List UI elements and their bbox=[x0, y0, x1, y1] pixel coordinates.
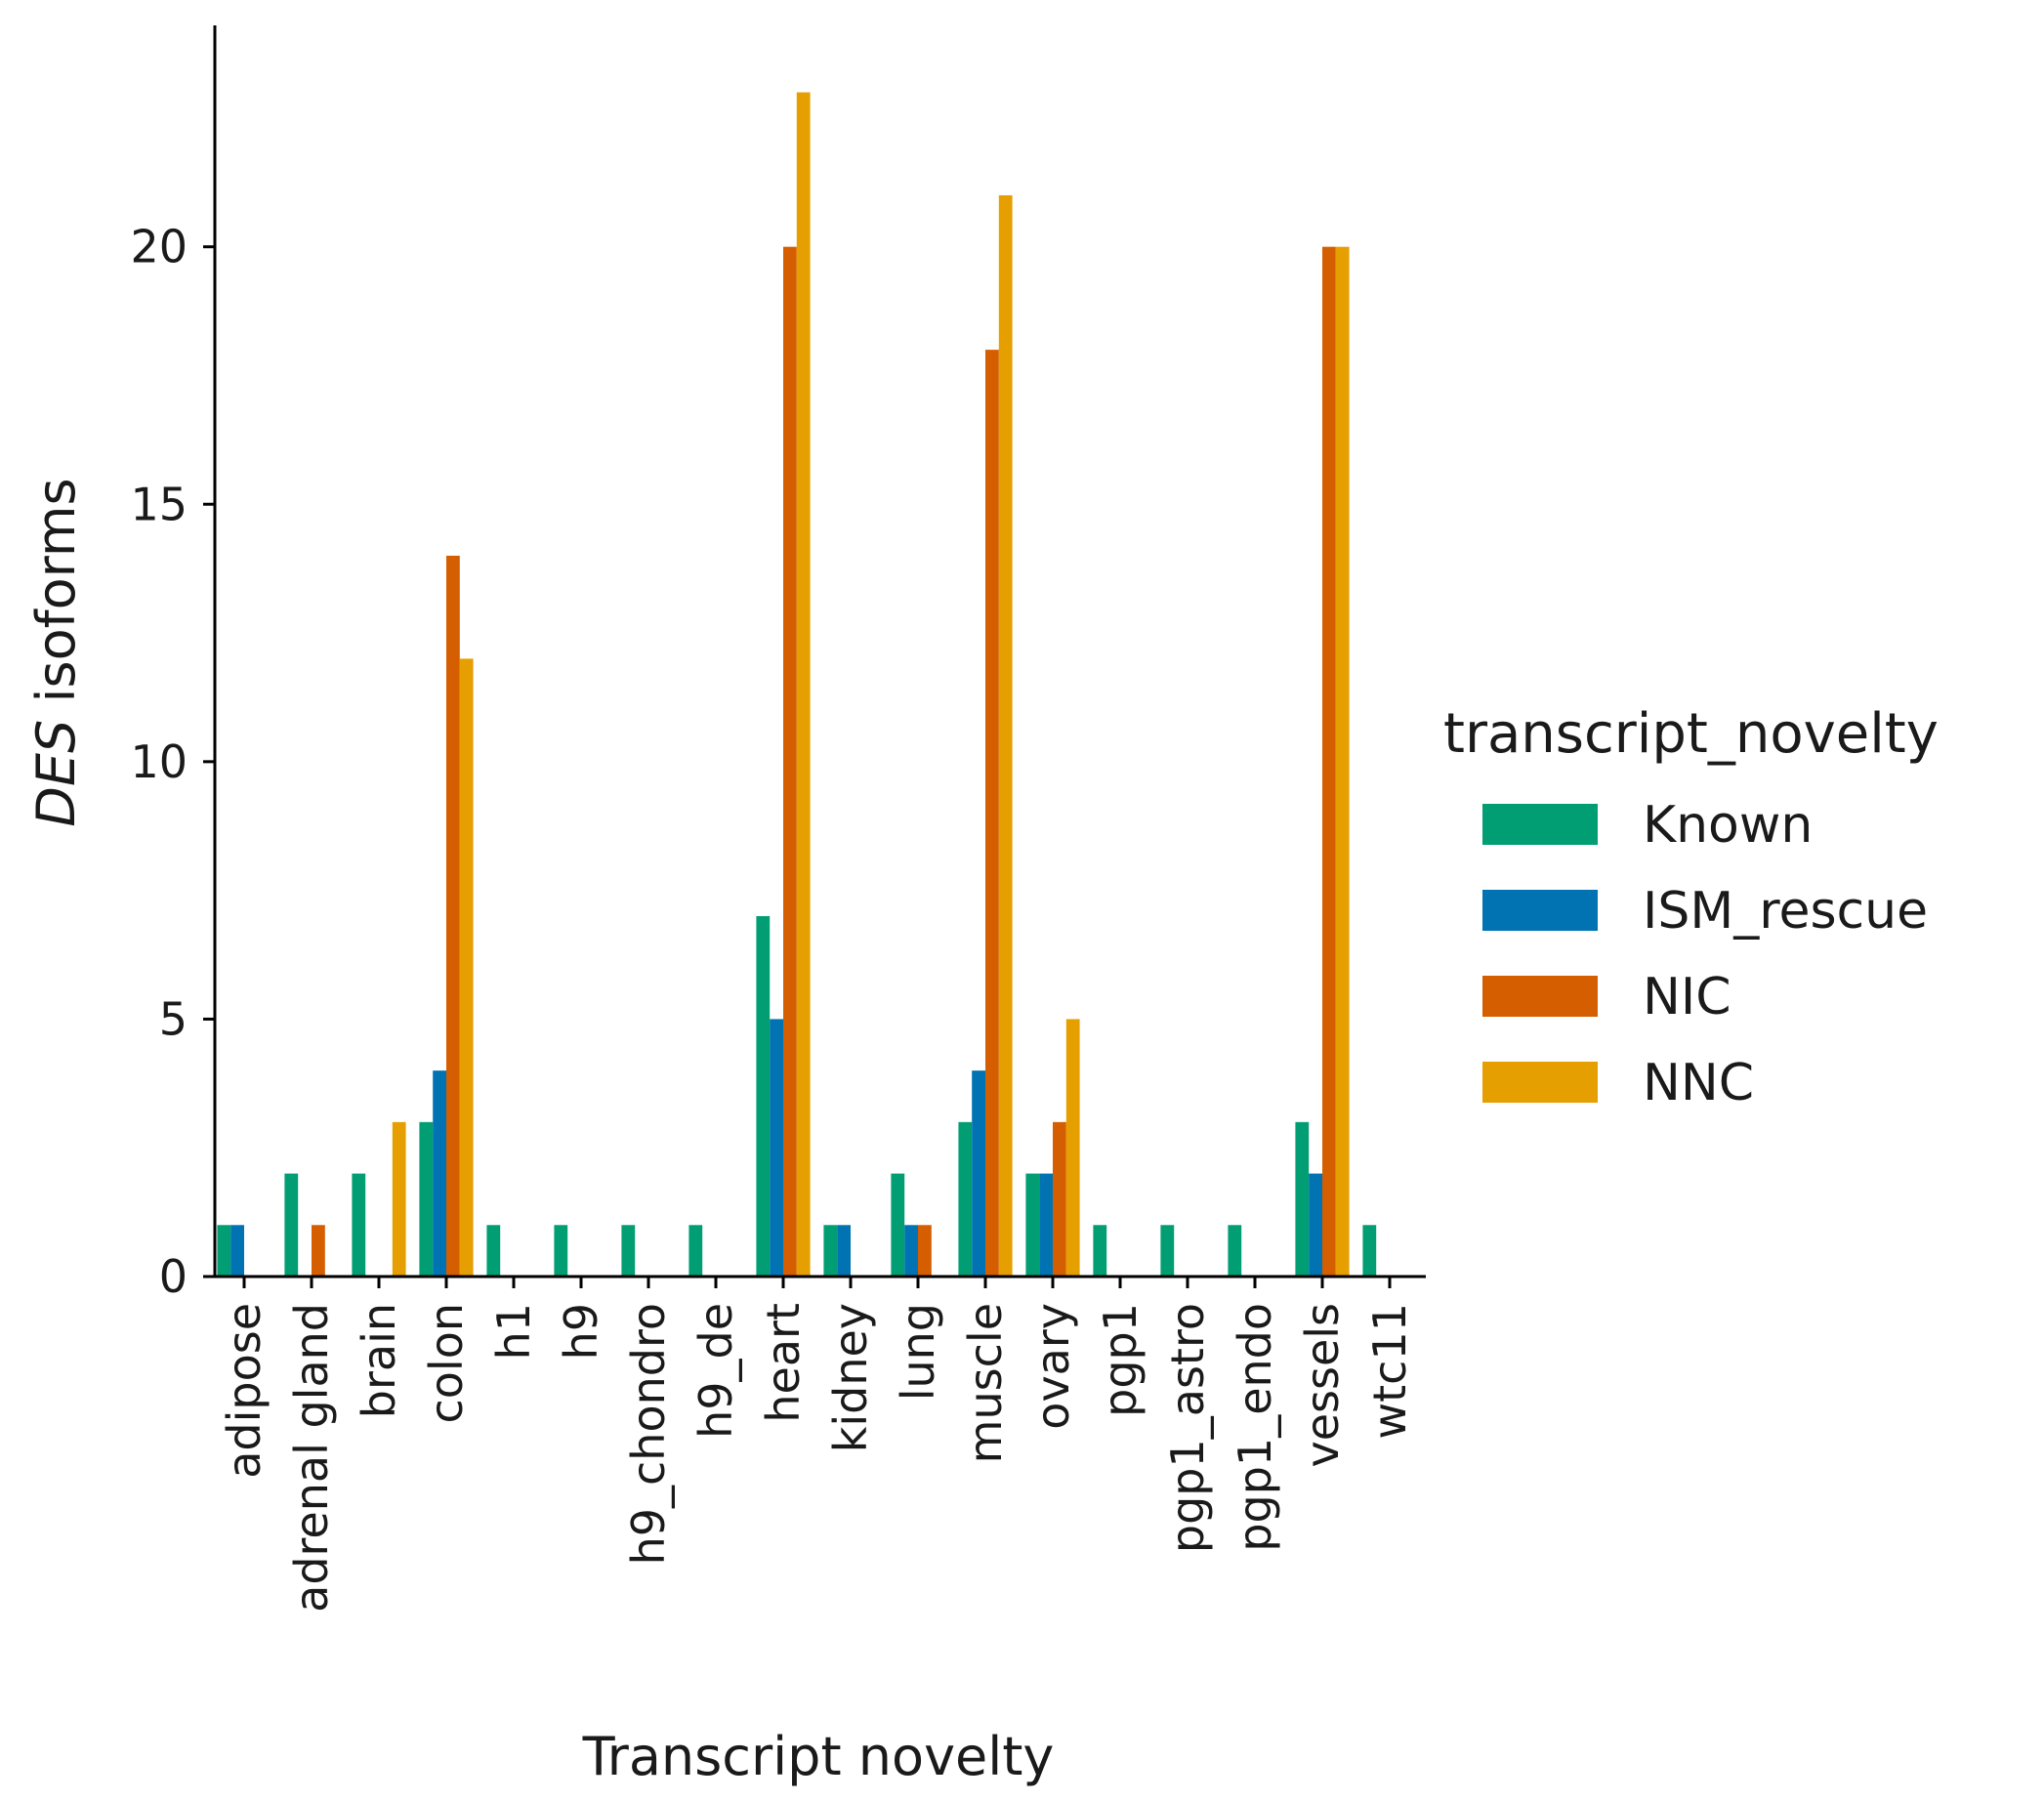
bar-muscle-nic bbox=[985, 350, 999, 1277]
x-tick-label-pgp1: pgp1 bbox=[1094, 1303, 1147, 1417]
bar-heart-nic bbox=[783, 246, 797, 1278]
bar-h9-de-known bbox=[688, 1225, 703, 1277]
y-tick-label-10: 10 bbox=[130, 735, 188, 788]
x-tick-label-adipose: adipose bbox=[218, 1303, 271, 1479]
x-tick-label-h9-de: h9_de bbox=[689, 1303, 742, 1439]
legend-label-nic: NIC bbox=[1643, 968, 1731, 1027]
y-tick-label-0: 0 bbox=[159, 1250, 188, 1303]
bar-kidney-known bbox=[823, 1225, 838, 1277]
legend-label-nnc: NNC bbox=[1643, 1054, 1754, 1112]
legend-label-known: Known bbox=[1643, 796, 1813, 855]
bar-kidney-ism-rescue bbox=[837, 1225, 851, 1277]
x-tick-label-adrenal-gland: adrenal gland bbox=[285, 1303, 338, 1613]
bar-vessels-known bbox=[1295, 1121, 1310, 1277]
bar-h9-known bbox=[554, 1225, 568, 1277]
x-tick-label-pgp1-endo: pgp1_endo bbox=[1229, 1303, 1281, 1552]
x-tick-label-kidney: kidney bbox=[824, 1303, 877, 1452]
x-tick-label-heart: heart bbox=[757, 1303, 810, 1423]
bar-h9-chondro-known bbox=[621, 1225, 636, 1277]
bar-ovary-known bbox=[1025, 1173, 1040, 1277]
bar-colon-nic bbox=[446, 555, 460, 1277]
legend-swatch-nnc bbox=[1482, 1062, 1598, 1103]
y-axis-ticks: 0 5 10 15 20 bbox=[130, 221, 215, 1303]
bar-vessels-nic bbox=[1322, 246, 1336, 1278]
x-tick-label-ovary: ovary bbox=[1026, 1303, 1079, 1430]
bar-heart-ism-rescue bbox=[770, 1019, 783, 1277]
bar-pgp1-astro-known bbox=[1160, 1225, 1175, 1277]
x-tick-label-wtc11: wtc11 bbox=[1363, 1303, 1416, 1439]
bar-muscle-known bbox=[958, 1121, 973, 1277]
bar-vessels-nnc bbox=[1335, 246, 1350, 1278]
x-tick-label-pgp1-astro: pgp1_astro bbox=[1161, 1303, 1214, 1553]
bar-lung-known bbox=[891, 1173, 905, 1277]
bar-adipose-ism-rescue bbox=[230, 1225, 244, 1277]
y-tick-label-15: 15 bbox=[130, 478, 188, 530]
bar-colon-known bbox=[419, 1121, 434, 1277]
bar-ovary-nnc bbox=[1065, 1019, 1080, 1277]
x-tick-label-muscle: muscle bbox=[959, 1303, 1012, 1463]
x-tick-label-h9: h9 bbox=[555, 1303, 607, 1360]
x-tick-label-brain: brain bbox=[353, 1303, 405, 1418]
legend-label-ism-rescue: ISM_rescue bbox=[1643, 882, 1928, 941]
x-tick-label-h1: h1 bbox=[487, 1303, 540, 1360]
bar-h1-known bbox=[486, 1225, 501, 1277]
bar-lung-ism-rescue bbox=[904, 1225, 918, 1277]
bar-ovary-nic bbox=[1053, 1121, 1066, 1277]
x-tick-label-colon: colon bbox=[420, 1303, 473, 1424]
y-axis-label-italic: DES bbox=[25, 720, 87, 827]
bars-group bbox=[217, 92, 1377, 1278]
bar-wtc11-known bbox=[1362, 1225, 1377, 1277]
x-tick-label-h9-chondro: h9_chondro bbox=[622, 1303, 675, 1565]
y-axis-label: DES isoforms bbox=[25, 478, 87, 826]
bar-vessels-ism-rescue bbox=[1309, 1173, 1322, 1277]
y-tick-label-20: 20 bbox=[130, 221, 188, 273]
legend-title: transcript_novelty bbox=[1443, 702, 1939, 766]
bar-pgp1-known bbox=[1093, 1225, 1107, 1277]
bar-brain-nnc bbox=[392, 1121, 406, 1277]
x-axis-ticks: adipose adrenal gland brain colon h1 h9 h9_cho… bbox=[218, 1277, 1416, 1613]
y-tick-label-5: 5 bbox=[159, 992, 188, 1045]
bar-adrenal-gland-known bbox=[284, 1173, 299, 1277]
legend-swatch-known bbox=[1482, 804, 1598, 845]
x-tick-label-lung: lung bbox=[892, 1303, 944, 1401]
bar-brain-known bbox=[352, 1173, 366, 1277]
legend-swatch-ism-rescue bbox=[1482, 890, 1598, 931]
x-axis-label: Transcript novelty bbox=[582, 1726, 1055, 1787]
y-axis-label-rest: isoforms bbox=[25, 478, 87, 719]
bar-muscle-ism-rescue bbox=[972, 1070, 985, 1277]
bar-adipose-known bbox=[217, 1225, 231, 1277]
x-tick-label-vessels: vessels bbox=[1296, 1303, 1349, 1468]
bar-heart-known bbox=[756, 915, 771, 1277]
legend: transcript_novelty Known ISM_rescue NIC NNC bbox=[1443, 702, 1939, 1112]
bar-heart-nnc bbox=[796, 92, 811, 1277]
bar-colon-nnc bbox=[459, 658, 474, 1277]
bar-muscle-nnc bbox=[998, 194, 1013, 1278]
bar-pgp1-endo-known bbox=[1228, 1225, 1242, 1277]
bar-adrenal-gland-nic bbox=[312, 1225, 325, 1277]
bar-ovary-ism-rescue bbox=[1039, 1173, 1053, 1277]
bar-colon-ism-rescue bbox=[433, 1070, 446, 1277]
legend-swatch-nic bbox=[1482, 976, 1598, 1017]
bar-lung-nic bbox=[918, 1225, 932, 1277]
